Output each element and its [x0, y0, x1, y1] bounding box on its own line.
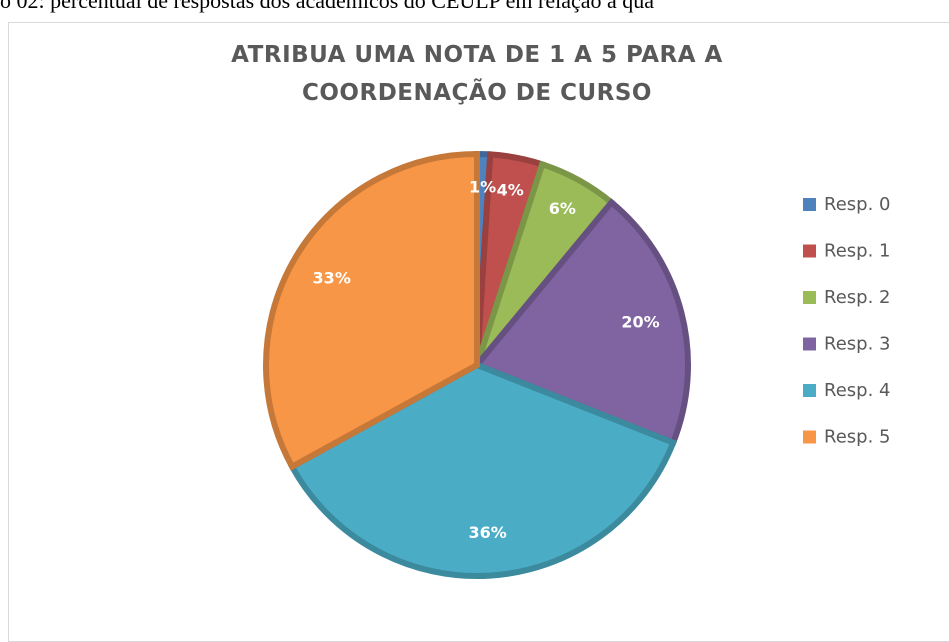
legend-label: Resp. 3: [824, 334, 890, 355]
pie-slice: [263, 150, 480, 471]
legend-label: Resp. 0: [824, 194, 890, 215]
legend-swatch: [803, 244, 816, 258]
data-label: 4%: [497, 180, 524, 199]
data-label: 6%: [549, 199, 576, 218]
pie-slice: [472, 198, 691, 447]
legend-label: Resp. 4: [824, 380, 890, 401]
data-label: 1%: [469, 177, 496, 196]
data-label: 36%: [468, 523, 506, 542]
pie-slice: [288, 361, 678, 579]
data-label: 20%: [621, 313, 659, 332]
legend-swatch: [803, 337, 816, 351]
legend-label: Resp. 1: [824, 241, 890, 262]
legend-swatch: [803, 384, 816, 397]
caption: o 02: percentual de respostas dos acadêm…: [0, 0, 655, 13]
legend-label: Resp. 5: [824, 427, 890, 448]
data-label: 33%: [313, 269, 351, 288]
legend-label: Resp. 2: [824, 287, 890, 308]
legend-swatch: [803, 291, 816, 304]
legend-swatch: [803, 430, 816, 444]
legend-swatch: [803, 198, 816, 211]
chart-title: ATRIBUA UMA NOTA DE 1 A 5 PARA A COORDEN…: [231, 42, 723, 106]
chart: 1% 4% 6% 20% 36% 33% Resp. 0 Resp. 1 Resp. 2 Resp…: [263, 150, 890, 579]
